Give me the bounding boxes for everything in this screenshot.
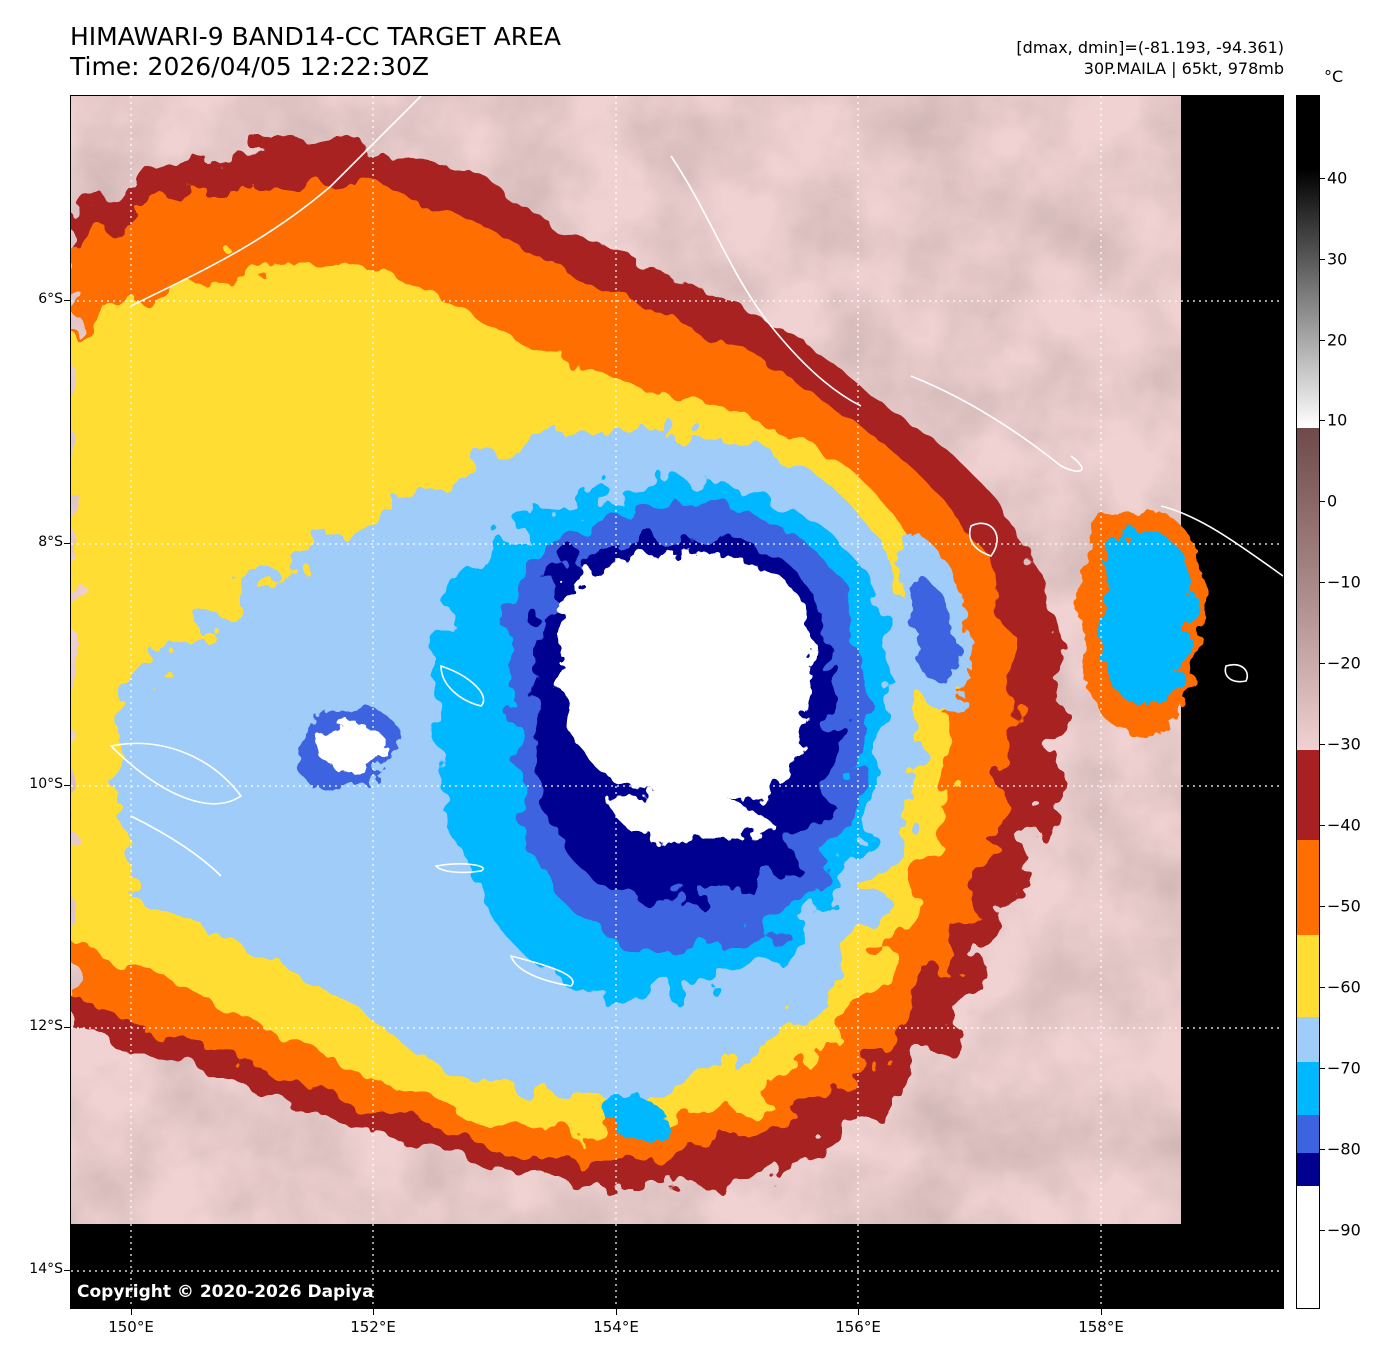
- cbar-tick: [1320, 825, 1325, 826]
- lat-label-6s: 6°S: [38, 291, 63, 307]
- cbar-lightblue: [1297, 1017, 1319, 1062]
- cbar-tick: [1320, 178, 1325, 179]
- no-data-edge: [1181, 96, 1283, 1236]
- lon-tick: [131, 1309, 132, 1315]
- cbar-label-m50: −50: [1327, 896, 1361, 916]
- colorbar: [1296, 95, 1320, 1309]
- cbar-label-m20: −20: [1327, 653, 1361, 673]
- title-line-2: Time: 2026/04/05 12:22:30Z: [70, 52, 429, 81]
- cbar-mauve: [1297, 428, 1319, 750]
- colorbar-unit: °C: [1324, 67, 1344, 86]
- lon-tick: [616, 1309, 617, 1315]
- cbar-label-m90: −90: [1327, 1220, 1361, 1240]
- lat-tick: [64, 785, 70, 786]
- cbar-brown: [1297, 750, 1319, 840]
- cbar-tick: [1320, 987, 1325, 988]
- lat-label-12s: 12°S: [29, 1018, 63, 1034]
- cbar-tick: [1320, 1068, 1325, 1069]
- lon-tick: [373, 1309, 374, 1315]
- cbar-label-m10: −10: [1327, 572, 1361, 592]
- lat-tick: [64, 1027, 70, 1028]
- cbar-white: [1297, 1186, 1319, 1308]
- data-range-label: [dmax, dmin]=(-81.193, -94.361): [1016, 38, 1284, 57]
- cbar-hot: [1297, 96, 1319, 428]
- secondary-convection: [294, 508, 1204, 1143]
- cbar-label-m70: −70: [1327, 1058, 1361, 1078]
- cbar-deepsky: [1297, 1062, 1319, 1115]
- lat-tick: [64, 543, 70, 544]
- cbar-label-0: 0: [1327, 491, 1338, 511]
- cbar-tick: [1320, 340, 1325, 341]
- lat-tick: [64, 1270, 70, 1271]
- lon-label-156e: 156°E: [835, 1318, 881, 1336]
- cbar-orange: [1297, 840, 1319, 935]
- storm-cold-core: [561, 552, 812, 842]
- lon-label-152e: 152°E: [350, 1318, 396, 1336]
- cbar-label-m30: −30: [1327, 734, 1361, 754]
- copyright-label: Copyright © 2020-2026 Dapiya: [77, 1282, 374, 1302]
- cbar-label-30: 30: [1327, 249, 1348, 269]
- cbar-label-10: 10: [1327, 410, 1348, 430]
- lon-tick: [858, 1309, 859, 1315]
- cbar-yellow: [1297, 935, 1319, 1017]
- cbar-navy: [1297, 1153, 1319, 1186]
- coastlines: [109, 96, 1283, 987]
- cbar-tick: [1320, 501, 1325, 502]
- cbar-label-20: 20: [1327, 330, 1348, 350]
- cbar-tick: [1320, 663, 1325, 664]
- title-line-1: HIMAWARI-9 BAND14-CC TARGET AREA: [70, 22, 562, 51]
- cbar-label-40: 40: [1327, 168, 1348, 188]
- cbar-tick: [1320, 420, 1325, 421]
- storm-info-label: 30P.MAILA | 65kt, 978mb: [1083, 59, 1284, 78]
- cbar-tick: [1320, 582, 1325, 583]
- cbar-tick: [1320, 259, 1325, 260]
- lon-tick: [1101, 1309, 1102, 1315]
- lon-label-158e: 158°E: [1078, 1318, 1124, 1336]
- lat-label-10s: 10°S: [29, 776, 63, 792]
- lat-label-8s: 8°S: [38, 534, 63, 550]
- no-data-bottom: [71, 1224, 1283, 1308]
- cbar-tick: [1320, 744, 1325, 745]
- cbar-label-m80: −80: [1327, 1139, 1361, 1159]
- cbar-label-m60: −60: [1327, 977, 1361, 997]
- satellite-imagery: [71, 96, 1283, 1308]
- lon-label-150e: 150°E: [108, 1318, 154, 1336]
- satellite-image-panel: Copyright © 2020-2026 Dapiya: [70, 95, 1284, 1309]
- cbar-royal: [1297, 1115, 1319, 1153]
- lon-label-154e: 154°E: [593, 1318, 639, 1336]
- graticule: [71, 96, 1283, 1308]
- cbar-tick: [1320, 1149, 1325, 1150]
- lat-tick: [64, 300, 70, 301]
- cbar-tick: [1320, 1230, 1325, 1231]
- cbar-tick: [1320, 906, 1325, 907]
- cbar-label-m40: −40: [1327, 815, 1361, 835]
- lat-label-14s: 14°S: [29, 1261, 63, 1277]
